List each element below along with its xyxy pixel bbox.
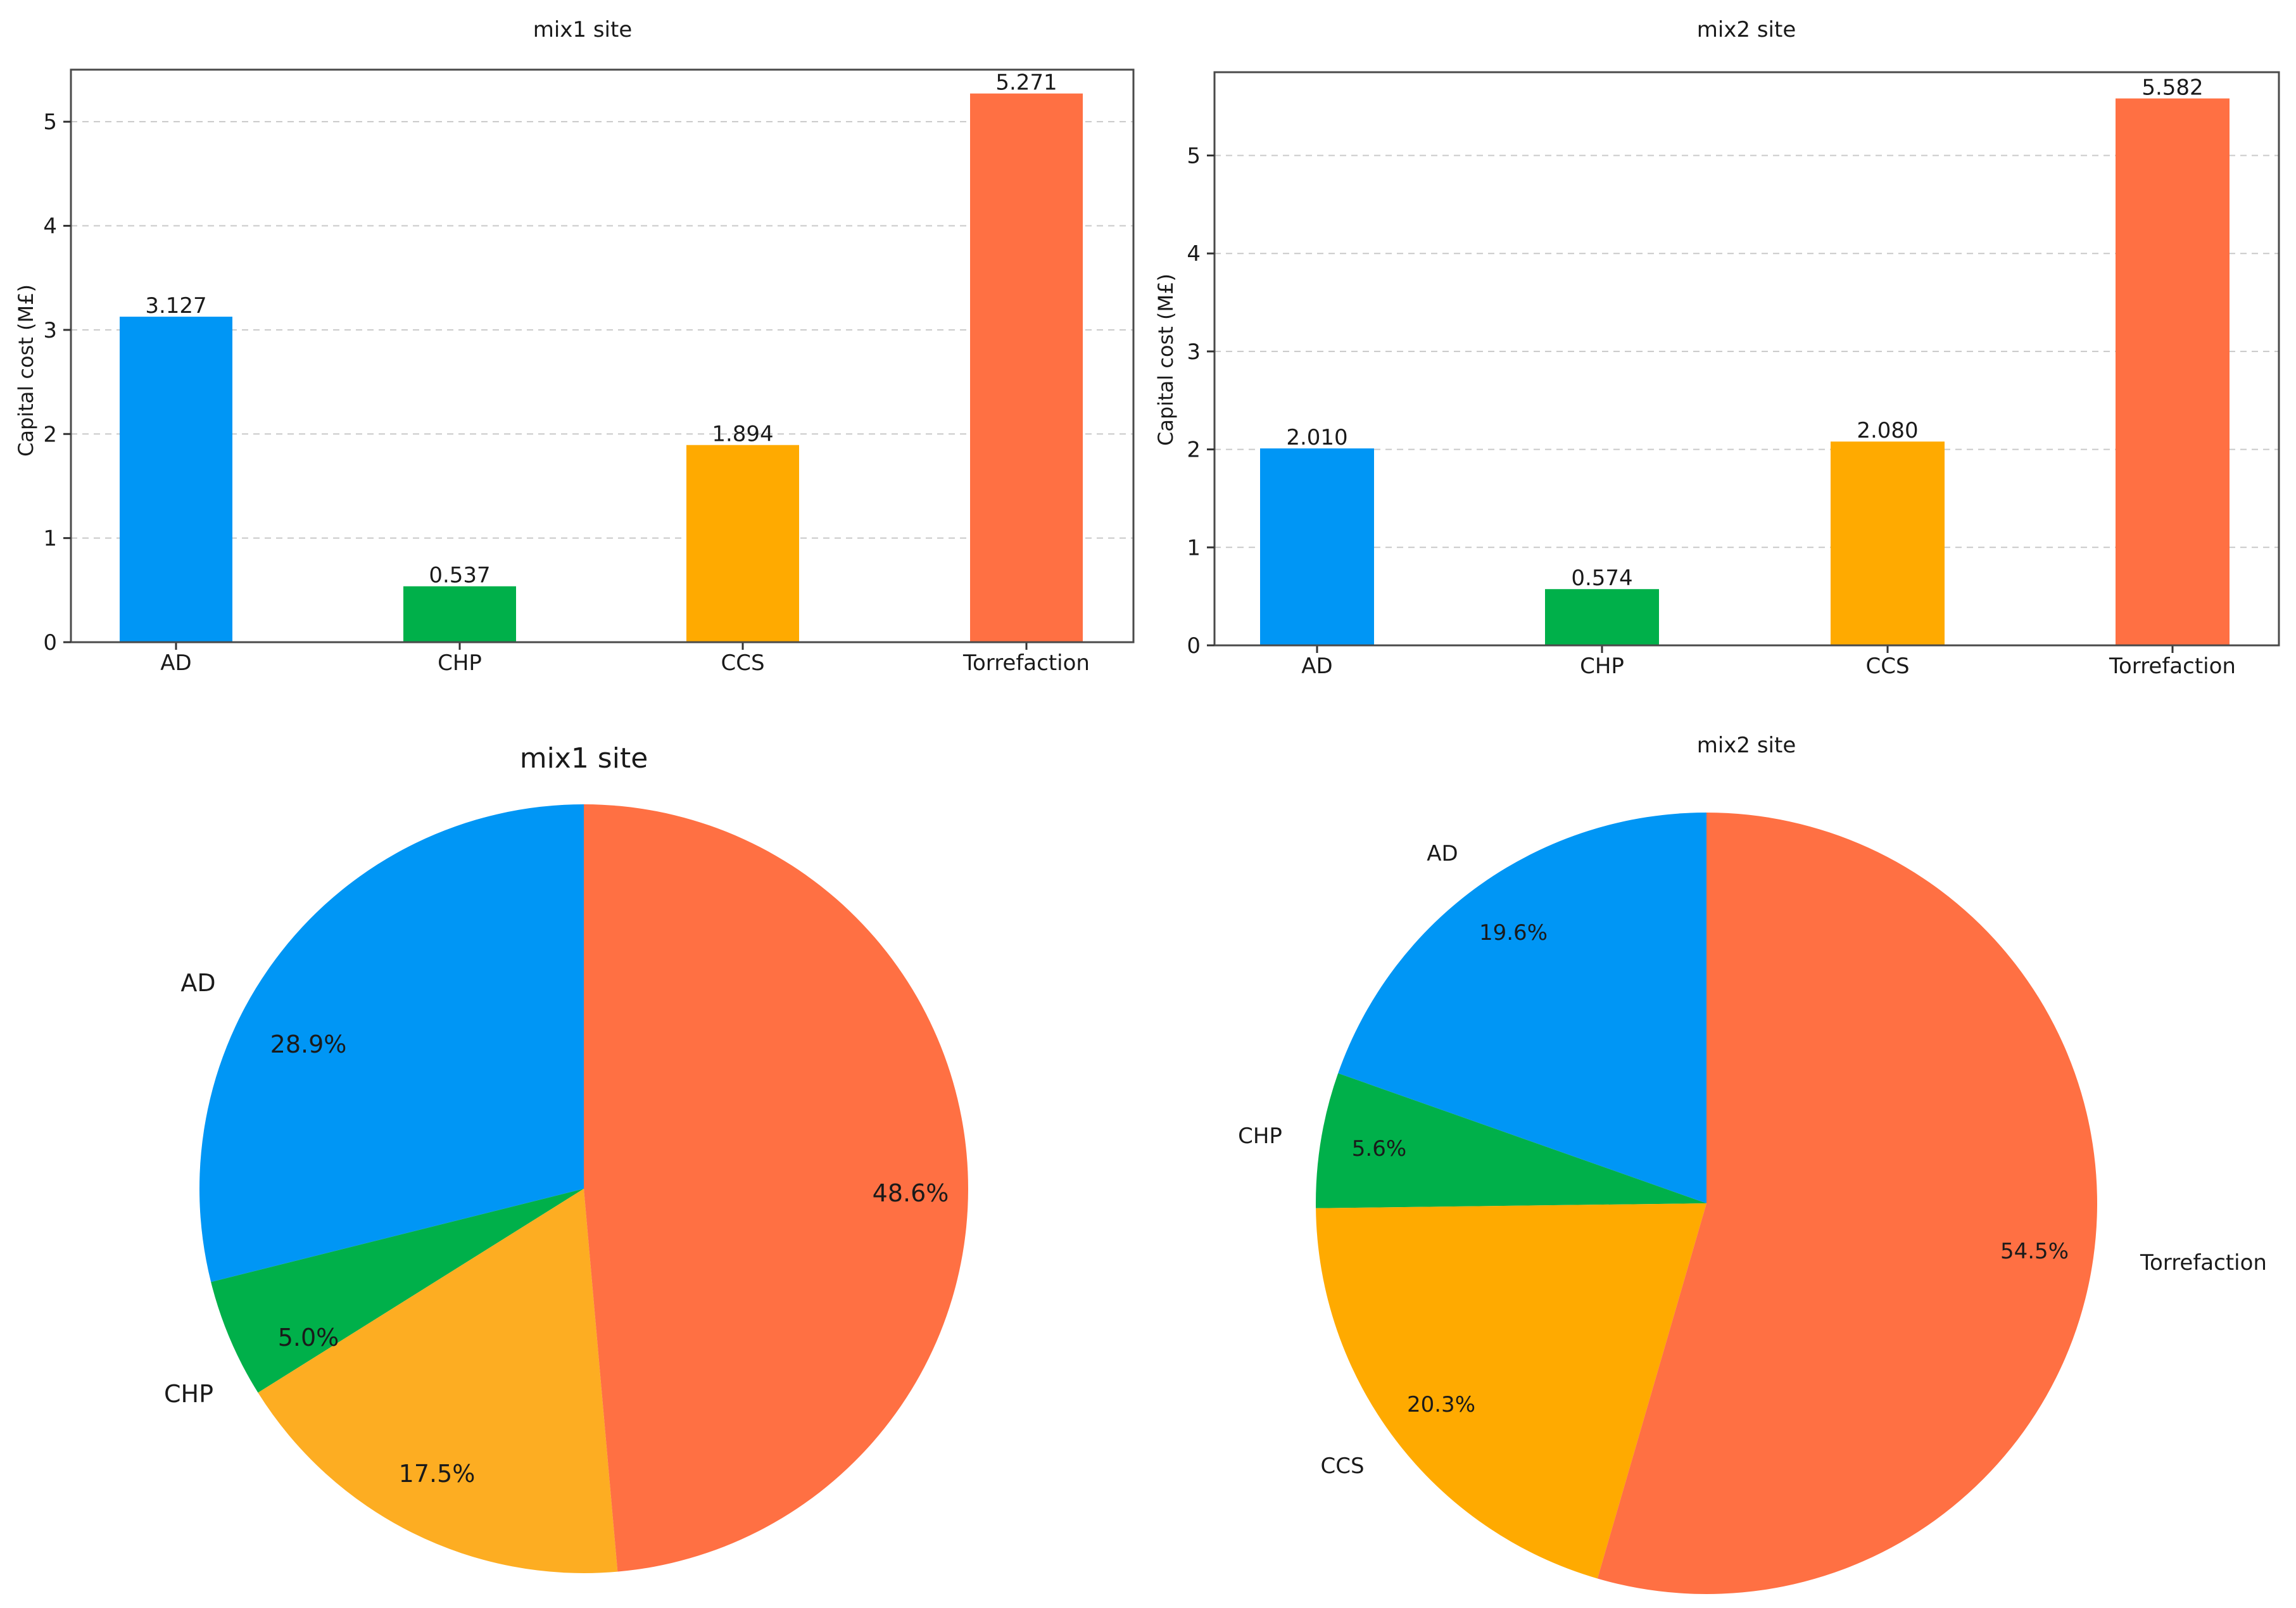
bar-chart-mix1: mix1 site Capital cost (M£) 3.127 0.537 1.… bbox=[14, 17, 1135, 676]
chart-title: mix1 site bbox=[533, 17, 633, 42]
bar-ccs bbox=[686, 445, 799, 642]
x-tick-label: Torrefaction bbox=[2109, 654, 2236, 679]
y-tick-label: 0 bbox=[1187, 633, 1201, 659]
y-tick-label: 0 bbox=[43, 630, 57, 655]
bar-chp bbox=[403, 586, 516, 642]
x-tick-label: CCS bbox=[721, 650, 764, 676]
bar-value-label: 2.080 bbox=[1857, 418, 1918, 443]
chart-title: mix2 site bbox=[1697, 17, 1796, 42]
pie-pct-label-chp: 5.0% bbox=[278, 1324, 339, 1352]
y-tick-label: 3 bbox=[43, 318, 57, 343]
pie-slice-ad bbox=[1338, 813, 1706, 1203]
x-tick-label: Torrefaction bbox=[962, 650, 1090, 676]
pie-slice-ccs bbox=[258, 1189, 618, 1573]
plot-frame bbox=[70, 68, 1135, 643]
pie-slice-ccs bbox=[1316, 1203, 1706, 1579]
bar-ad bbox=[120, 317, 232, 642]
y-tick-label: 4 bbox=[1187, 241, 1201, 267]
pie-pct-label-ad: 28.9% bbox=[270, 1030, 347, 1058]
x-tick-label: CCS bbox=[1865, 654, 1909, 679]
y-tick-label: 1 bbox=[43, 526, 57, 552]
bar-value-label: 5.271 bbox=[995, 70, 1057, 96]
y-axis-label: Capital cost (M£) bbox=[14, 284, 38, 457]
pie-pct-label-torrefaction: 54.5% bbox=[2000, 1239, 2069, 1264]
pie-category-label-chp: CHP bbox=[1238, 1124, 1282, 1149]
bar-torrefaction bbox=[2116, 98, 2230, 645]
pie-category-label-ad: AD bbox=[180, 969, 215, 997]
y-tick-label: 4 bbox=[43, 214, 57, 239]
pie-category-label-ccs: CCS bbox=[1320, 1453, 1364, 1479]
y-tick-label: 3 bbox=[1187, 339, 1201, 365]
pie-slice-torrefaction bbox=[1597, 812, 2098, 1595]
chart-title: mix2 site bbox=[1697, 733, 1796, 758]
pie-pct-label-ad: 19.6% bbox=[1479, 920, 1548, 946]
y-tick-label: 5 bbox=[1187, 143, 1201, 168]
x-tick-label: CHP bbox=[1580, 654, 1624, 679]
pie-category-label-ad: AD bbox=[1427, 841, 1458, 866]
y-tick-label: 2 bbox=[43, 422, 57, 447]
pie-pct-label-torrefaction: 48.6% bbox=[873, 1179, 949, 1207]
pie-pct-label-ccs: 20.3% bbox=[1407, 1392, 1475, 1417]
pie-slice-ad bbox=[199, 804, 584, 1282]
pie-slice-chp bbox=[211, 1189, 584, 1393]
pie-slice-torrefaction bbox=[584, 804, 968, 1572]
y-tick-label: 2 bbox=[1187, 438, 1201, 463]
pie-category-label-chp: CHP bbox=[164, 1380, 213, 1408]
pie-pct-label-ccs: 17.5% bbox=[399, 1460, 476, 1488]
pie-pct-label-chp: 5.6% bbox=[1352, 1136, 1406, 1162]
bar-value-label: 0.537 bbox=[429, 563, 490, 588]
bar-value-label: 5.582 bbox=[2141, 75, 2203, 100]
bar-chart-mix2: mix2 site Capital cost (M£) 2.010 0.574 2.… bbox=[1154, 17, 2280, 679]
bar-value-label: 1.894 bbox=[712, 422, 773, 447]
y-tick-label: 5 bbox=[43, 110, 57, 135]
bar-ccs bbox=[1831, 441, 1945, 645]
pie-chart-mix1: mix1 site 28.9% 5.0% 17.5% 48.6% AD CHP bbox=[164, 742, 968, 1573]
bar-torrefaction bbox=[970, 93, 1083, 642]
bar-value-label: 2.010 bbox=[1286, 425, 1347, 450]
x-tick-label: AD bbox=[1301, 654, 1332, 679]
plot-frame bbox=[1213, 71, 2280, 647]
x-tick-label: AD bbox=[160, 650, 191, 676]
bar-value-label: 3.127 bbox=[145, 293, 206, 319]
bar-chp bbox=[1545, 589, 1659, 645]
chart-title: mix1 site bbox=[520, 742, 648, 775]
y-tick-label: 1 bbox=[1187, 535, 1201, 560]
x-tick-label: CHP bbox=[438, 650, 482, 676]
bar-ad bbox=[1260, 448, 1374, 645]
bar-value-label: 0.574 bbox=[1571, 566, 1632, 591]
pie-chart-mix2: mix2 site 19.6% 5.6% 20.3% 54.5% AD CHP … bbox=[1238, 733, 2267, 1595]
pie-slice-chp bbox=[1316, 1073, 1706, 1208]
pie-category-label-torrefaction: Torrefaction bbox=[2140, 1250, 2267, 1276]
y-axis-label: Capital cost (M£) bbox=[1154, 274, 1178, 446]
